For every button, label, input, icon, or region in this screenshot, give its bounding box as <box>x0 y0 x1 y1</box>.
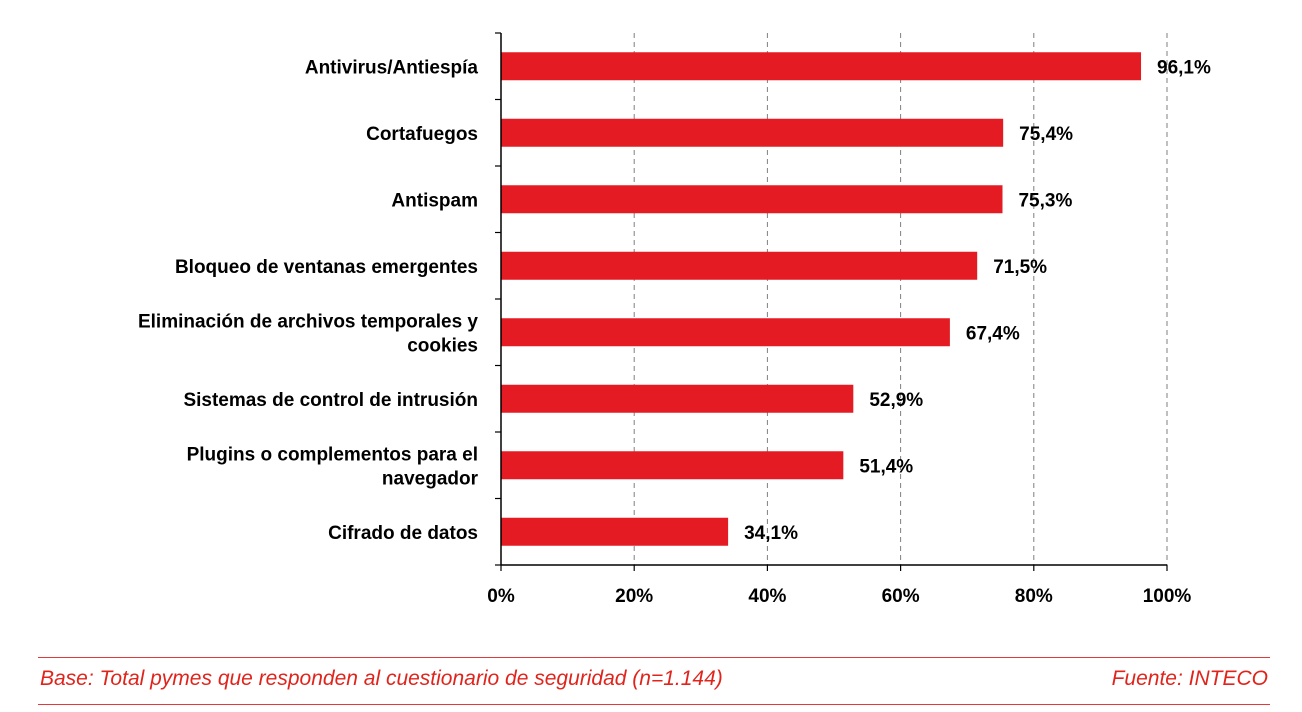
x-tick-label: 100% <box>1143 586 1192 607</box>
bar <box>501 451 844 480</box>
category-label: Sistemas de control de intrusión <box>183 390 478 411</box>
value-label: 71,5% <box>993 257 1047 278</box>
bar <box>501 52 1142 81</box>
axes <box>495 32 1168 571</box>
footer: Base: Total pymes que responden al cuest… <box>38 657 1270 705</box>
x-tick-label: 80% <box>1015 586 1053 607</box>
footer-base-note: Base: Total pymes que responden al cuest… <box>40 667 723 690</box>
grid-lines <box>633 33 1168 565</box>
bar <box>501 318 950 347</box>
x-tick-label: 20% <box>615 586 653 607</box>
category-label: Cifrado de datos <box>328 523 478 544</box>
value-label: 75,4% <box>1019 124 1073 145</box>
bar <box>501 384 854 413</box>
value-label: 51,4% <box>859 456 913 477</box>
value-label: 75,3% <box>1018 190 1072 211</box>
bar <box>501 517 729 546</box>
footer-source: Fuente: INTECO <box>1111 667 1268 690</box>
x-tick-label: 0% <box>487 586 515 607</box>
category-labels: Antivirus/Antiespía Cortafuegos Antispam Bl… <box>138 57 479 544</box>
x-tick-label: 60% <box>882 586 920 607</box>
bar <box>501 118 1004 147</box>
tick-labels: 0% 20% 40% 60% 80% 100% <box>487 586 1191 607</box>
value-label: 52,9% <box>869 390 923 411</box>
category-label: Eliminación de archivos temporales y cook… <box>138 311 478 356</box>
category-label: Plugins o complementos para el navegador <box>187 444 479 489</box>
value-label: 67,4% <box>966 323 1020 344</box>
bars <box>501 52 1142 546</box>
value-labels: 96,1% 75,4% 75,3% 71,5% 67,4% 52,9% 51,4% 34,1% <box>744 57 1211 544</box>
value-label: 96,1% <box>1157 57 1211 78</box>
bar-chart: 0% 20% 40% 60% 80% 100% Antivirus/Antiespía Co… <box>138 32 1211 607</box>
category-label: Antispam <box>391 190 478 211</box>
category-label: Antivirus/Antiespía <box>305 57 479 78</box>
x-tick-label: 40% <box>748 586 786 607</box>
category-label: Bloqueo de ventanas emergentes <box>175 257 478 278</box>
value-label: 34,1% <box>744 523 798 544</box>
bar <box>501 251 978 280</box>
bar <box>501 185 1003 214</box>
category-label: Cortafuegos <box>366 124 478 145</box>
